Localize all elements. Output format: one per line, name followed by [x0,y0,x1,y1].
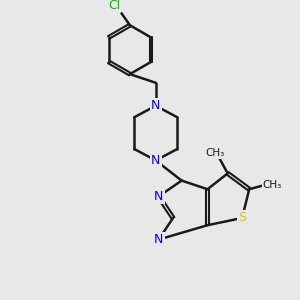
Text: S: S [238,212,246,224]
Text: N: N [151,99,160,112]
Text: CH₃: CH₃ [205,148,224,158]
Text: N: N [154,190,163,203]
Text: N: N [151,154,160,167]
Text: N: N [154,233,163,246]
Text: CH₃: CH₃ [263,180,282,190]
Text: Cl: Cl [108,0,120,12]
